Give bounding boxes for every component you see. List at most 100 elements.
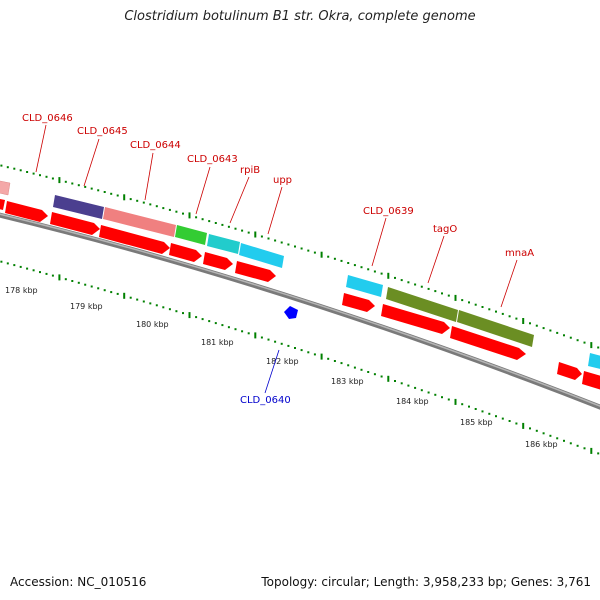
reverse-feature-marker[interactable] (284, 306, 298, 319)
cds-arrow[interactable] (450, 326, 526, 360)
minor-tick (64, 180, 67, 183)
feature-box-CLD_0639[interactable] (346, 275, 383, 297)
minor-tick (234, 227, 237, 230)
feature-box-tagO[interactable] (386, 287, 458, 322)
minor-tick (300, 349, 303, 352)
cds-arrow[interactable] (169, 243, 202, 262)
minor-tick (90, 187, 93, 190)
minor-tick (45, 175, 48, 178)
minor-tick (103, 289, 106, 292)
minor-tick (400, 382, 403, 385)
feature-box-upp[interactable] (239, 243, 284, 268)
minor-tick (447, 398, 450, 401)
feature-box-rpiB[interactable] (207, 234, 240, 254)
cds-arrow[interactable] (50, 212, 100, 235)
label-CLD_0643[interactable]: CLD_0643 (187, 154, 238, 165)
label-rpiB[interactable]: rpiB (240, 165, 260, 176)
scale-labels: 178 kbp 179 kbp 180 kbp 181 kbp 182 kbp … (5, 286, 558, 449)
minor-tick (407, 281, 410, 284)
leader-line (264, 349, 280, 394)
genome-summary-text: Topology: circular; Length: 3,958,233 bp… (261, 575, 591, 589)
label-CLD_0646[interactable]: CLD_0646 (22, 113, 73, 124)
major-tick (522, 422, 525, 429)
minor-tick (441, 396, 443, 399)
minor-tick (260, 235, 263, 238)
minor-tick (214, 222, 217, 224)
cds-arrow[interactable] (381, 304, 450, 334)
leader-line (229, 176, 250, 224)
accession-text: Accession: NC_010516 (10, 575, 147, 589)
minor-tick (441, 292, 443, 295)
minor-tick (129, 198, 132, 201)
label-CLD_0639[interactable]: CLD_0639 (363, 206, 414, 217)
label-leaders (35, 124, 518, 394)
cds-arrow[interactable] (342, 293, 375, 312)
genome-backbone (0, 212, 600, 410)
feature-box-CLD_0646[interactable] (0, 180, 11, 196)
minor-tick (149, 302, 152, 305)
minor-tick (241, 330, 244, 333)
minor-tick (556, 331, 559, 334)
scale-label: 184 kbp (396, 397, 429, 406)
minor-tick (515, 317, 518, 320)
label-CLD_0645[interactable]: CLD_0645 (77, 126, 128, 137)
minor-tick (221, 223, 224, 226)
minor-tick (26, 267, 29, 270)
cds-arrow[interactable] (557, 362, 582, 380)
minor-tick (420, 285, 423, 288)
feature-box-mnaA[interactable] (457, 310, 534, 347)
leader-line (371, 217, 387, 267)
minor-tick (333, 257, 336, 260)
major-tick (320, 353, 323, 360)
minor-tick (583, 447, 586, 450)
leader-line (144, 152, 154, 201)
minor-tick (227, 225, 230, 228)
minor-tick (373, 373, 376, 376)
cds-arrow[interactable] (0, 198, 5, 210)
minor-tick (182, 312, 184, 315)
minor-tick (39, 174, 41, 177)
minor-tick (39, 271, 41, 274)
minor-tick (569, 336, 572, 339)
major-tick (58, 274, 61, 281)
minor-tick (294, 245, 296, 248)
feature-box-CLD_0644[interactable] (103, 207, 176, 237)
minor-tick (313, 353, 316, 356)
minor-tick (481, 306, 484, 308)
feature-box-CLD_0643[interactable] (175, 225, 207, 245)
inner-tick-track (0, 260, 600, 455)
major-tick (123, 292, 126, 299)
cds-arrow[interactable] (203, 252, 233, 270)
label-CLD_0640[interactable]: CLD_0640 (240, 395, 291, 406)
label-mnaA[interactable]: mnaA (505, 248, 534, 259)
minor-tick (234, 328, 237, 331)
minor-tick (501, 417, 504, 420)
minor-tick (26, 171, 29, 173)
minor-tick (260, 336, 263, 339)
cds-arrow[interactable] (99, 225, 170, 254)
major-tick (454, 398, 457, 405)
cds-arrow[interactable] (582, 371, 600, 391)
minor-tick (103, 191, 106, 193)
cds-arrow[interactable] (5, 201, 48, 222)
minor-tick (32, 172, 35, 175)
label-CLD_0644[interactable]: CLD_0644 (130, 140, 181, 151)
feature-box-CLD_0645[interactable] (53, 195, 104, 219)
minor-tick (51, 177, 54, 180)
scale-label: 186 kbp (525, 440, 558, 449)
minor-tick (434, 290, 437, 293)
label-upp[interactable]: upp (273, 175, 292, 186)
outer-tick-track (0, 164, 600, 349)
minor-tick (333, 360, 336, 362)
minor-tick (274, 239, 277, 242)
minor-tick (274, 340, 277, 343)
minor-tick (64, 278, 67, 281)
minor-tick (307, 249, 310, 252)
feature-box-right-edge[interactable] (588, 353, 600, 370)
label-tagO[interactable]: tagO (433, 224, 457, 235)
major-tick (590, 447, 593, 454)
minor-tick (380, 272, 383, 275)
cds-arrow[interactable] (235, 261, 276, 282)
minor-tick (360, 368, 363, 371)
leader-line (83, 138, 100, 187)
